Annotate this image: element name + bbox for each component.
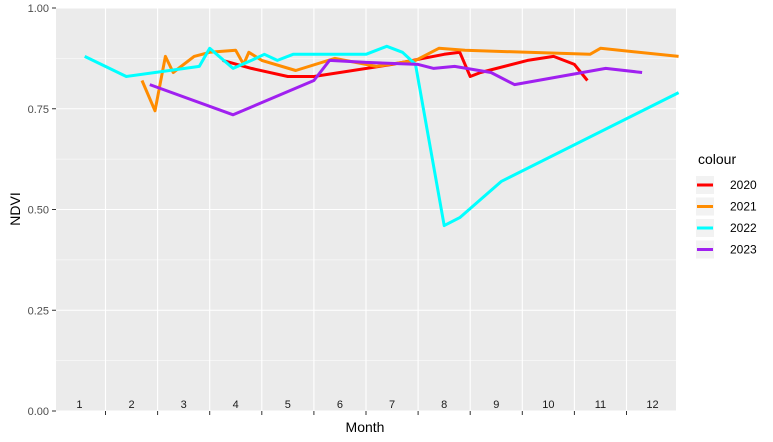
month-label: 8 [441, 399, 447, 411]
legend-title: colour [698, 151, 736, 167]
legend-label-2021: 2021 [730, 200, 757, 214]
y-tick-label: 0.50 [28, 205, 49, 217]
x-axis-title: Month [346, 419, 385, 435]
legend-label-2022: 2022 [730, 221, 757, 235]
month-label: 1 [76, 399, 82, 411]
month-label: 9 [493, 399, 499, 411]
legend-label-2023: 2023 [730, 243, 757, 257]
legend-label-2020: 2020 [730, 178, 757, 192]
y-tick-label: 0.00 [28, 406, 49, 418]
series-line-2022 [84, 44, 680, 228]
month-label: 3 [181, 399, 187, 411]
series-line-2023 [149, 58, 643, 117]
axes: 1 2 3 4 5 6 7 8 9 10 11 120.000.250.500.751.00 [28, 3, 659, 418]
legend: colour 2020 2021 2022 2023 [696, 151, 757, 259]
y-axis-title: NDVI [7, 192, 23, 225]
month-label: 6 [337, 399, 343, 411]
month-label: 7 [389, 399, 395, 411]
month-label: 2 [128, 399, 134, 411]
gridlines [56, 7, 676, 412]
series-lines [84, 44, 680, 228]
month-label: 12 [646, 399, 658, 411]
y-tick-label: 0.75 [28, 104, 49, 116]
month-label: 5 [285, 399, 291, 411]
y-tick-label: 0.25 [28, 305, 49, 317]
series-line-2020 [222, 50, 589, 82]
y-tick-label: 1.00 [28, 3, 49, 15]
series-line-2021 [140, 46, 679, 113]
month-label: 10 [542, 399, 554, 411]
month-label: 4 [233, 399, 239, 411]
month-label: 11 [595, 399, 606, 411]
